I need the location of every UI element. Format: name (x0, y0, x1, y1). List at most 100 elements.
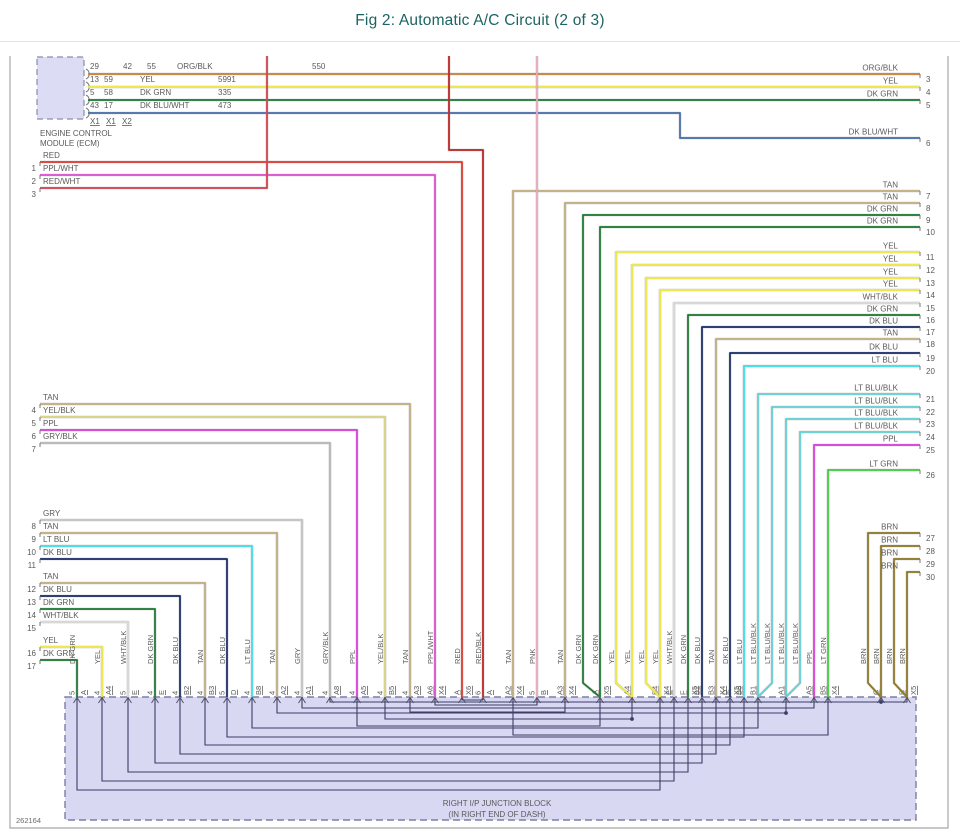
vertical-wire-color-label: YEL (651, 650, 660, 664)
entry-connector-label: A2 (279, 686, 288, 695)
left-pin-number: 16 (27, 649, 36, 658)
entry-arrow-icon (248, 696, 256, 704)
wire-right-pin-18 (715, 338, 920, 697)
junction-block-location: (IN RIGHT END OF DASH) (448, 810, 546, 819)
right-wire-color-label: BRN (881, 536, 898, 545)
ecm-pin-number: 13 (90, 75, 99, 84)
left-pin-number: 10 (27, 548, 36, 557)
entry-arrow-icon (698, 696, 706, 704)
left-pin-number: 14 (27, 611, 36, 620)
vertical-wire-color-label: PPL (348, 650, 357, 664)
entry-connector-label: A3 (412, 686, 421, 695)
entry-cavity-label: B3 (707, 686, 716, 695)
entry-cavity-label: A (453, 690, 462, 695)
right-wire-color-label: LT BLU/BLK (854, 409, 898, 418)
entry-cavity-label: A5 (805, 686, 814, 695)
vertical-wire-color-label: DK GRN (679, 635, 688, 664)
entry-connector-label: A5 (359, 686, 368, 695)
right-wire-color-label: YEL (883, 255, 899, 264)
wire-left-pin-10 (40, 545, 253, 697)
left-pin-number: 13 (27, 598, 36, 607)
entry-connector-label: A (79, 690, 88, 695)
right-wire-color-label: DK GRN (867, 217, 898, 226)
right-wire-color-label: DK BLU (869, 317, 898, 326)
wire-left-pin-1 (40, 161, 463, 697)
right-pin-number: 29 (926, 560, 935, 569)
entry-cavity-label: 5 (528, 691, 537, 695)
ecm-circuit-number: 335 (218, 88, 232, 97)
entry-arrow-icon (353, 696, 361, 704)
entry-arrow-icon (712, 696, 720, 704)
right-pin-number: 5 (926, 101, 931, 110)
wire-left-pin-5-outline (40, 415, 387, 697)
right-wire-color-label: BRN (881, 562, 898, 571)
entry-arrow-icon (458, 696, 466, 704)
wire-left-pin-9 (40, 532, 278, 697)
vertical-wire-color-label: TAN (707, 650, 716, 664)
right-pin-number: 30 (926, 573, 935, 582)
entry-connector-label: B8 (254, 686, 263, 695)
wire-right-pin-6 (88, 112, 920, 139)
entry-connector-label: X4 (830, 686, 839, 695)
vertical-wire-color-label: DK BLU (218, 637, 227, 664)
right-pin-number: 21 (926, 395, 935, 404)
left-wire-color-label: PPL (43, 419, 59, 428)
junction-dot (879, 700, 883, 704)
left-pin-number: 12 (27, 585, 36, 594)
right-wire-color-label: LT BLU/BLK (854, 384, 898, 393)
vertical-wire-color-label: LT BLU/BLK (791, 623, 800, 664)
ecm-name: ENGINE CONTROL (40, 129, 113, 138)
wire-left-pin-12 (40, 582, 206, 697)
right-pin-number: 25 (926, 446, 935, 455)
ecm-circuit-number: 550 (312, 62, 326, 71)
entry-arrow-icon (824, 696, 832, 704)
entry-cavity-label: 4 (196, 691, 205, 695)
right-pin-number: 6 (926, 139, 931, 148)
right-wire-color-label: BRN (881, 549, 898, 558)
wire-right-pin-30-outline (905, 570, 920, 697)
junction-block-name: RIGHT I/P JUNCTION BLOCK (443, 799, 552, 808)
left-pin-number: 1 (32, 164, 37, 173)
right-wire-color-label: DK GRN (867, 90, 898, 99)
ecm-pin-number: 43 (90, 101, 99, 110)
junction-block: RIGHT I/P JUNCTION BLOCK (IN RIGHT END OF… (64, 696, 917, 821)
entry-connector-label: B (539, 690, 548, 695)
ecm-pin-number: 29 (90, 62, 99, 71)
vertical-wire-color-label: BRN (898, 648, 907, 664)
entry-cavity-label: 4 (268, 691, 277, 695)
vertical-wire-color-label: LT BLU (243, 639, 252, 664)
entry-cavity-label: A6 (426, 686, 435, 695)
figure-number: 262164 (16, 816, 42, 825)
vertical-wire-color-label: YEL (607, 650, 616, 664)
entry-arrow-icon (684, 696, 692, 704)
vertical-wire-color-label: YEL (93, 650, 102, 664)
wire-left-pin-7 (40, 442, 331, 697)
ecm-connector-id: X1 (106, 117, 116, 126)
entry-connector-label: B3 (207, 686, 216, 695)
left-pin-number: 2 (32, 177, 37, 186)
right-wire-color-label: WHT/BLK (862, 293, 898, 302)
entry-connector-label: X5 (690, 686, 699, 695)
wire-left-pin-5 (40, 416, 386, 697)
internal-bus (329, 697, 908, 703)
right-wire-color-label: PPL (883, 435, 899, 444)
vertical-wire-color-label: DK GRN (574, 635, 583, 664)
internal-bus (154, 697, 703, 764)
left-wire-color-label: DK BLU (43, 585, 72, 594)
entry-arrow-icon (754, 696, 762, 704)
right-wire-color-label: YEL (883, 280, 899, 289)
left-wire-color-label: RED (43, 151, 60, 160)
left-wire-color-label: TAN (43, 572, 59, 581)
entry-cavity-label: 5 (218, 691, 227, 695)
wire-right-pin-15 (673, 302, 920, 697)
right-pin-number: 9 (926, 216, 931, 225)
junction-dot (630, 717, 634, 721)
entry-connector-label: X4 (718, 686, 727, 695)
block-entries: 5 A 4 A4 5 E 4 E 4 B2 4 B3 5 D 4 B8 4 A2 4 A1 4 A8 4 A5 4 B5 4 A3 A6… (68, 686, 918, 704)
ecm-pin-number: 59 (104, 75, 113, 84)
vertical-wire-color-label: GRY/BLK (321, 632, 330, 664)
entry-arrow-icon (326, 696, 334, 704)
vertical-wire-color-label: BRN (885, 648, 894, 664)
wire-left-pin-16 (40, 646, 103, 697)
right-pin-number: 23 (926, 420, 935, 429)
